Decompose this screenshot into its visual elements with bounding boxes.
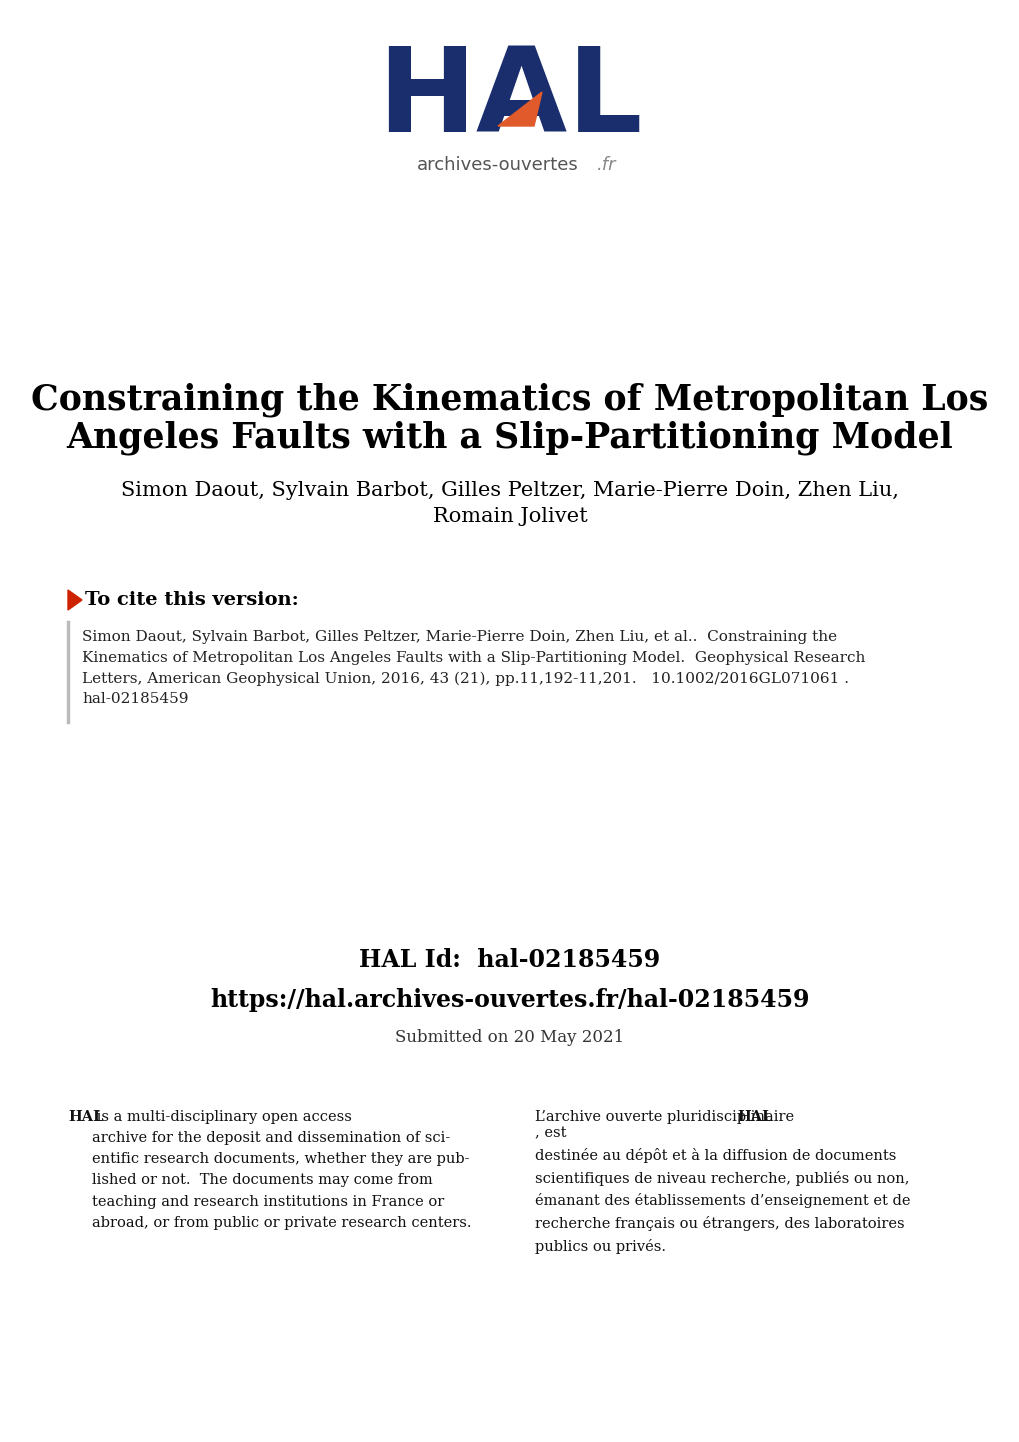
Text: HAL: HAL — [737, 1110, 771, 1123]
Text: To cite this version:: To cite this version: — [85, 591, 299, 609]
Text: Simon Daout, Sylvain Barbot, Gilles Peltzer, Marie-Pierre Doin, Zhen Liu, et al.: Simon Daout, Sylvain Barbot, Gilles Pelt… — [82, 630, 864, 707]
Text: , est
destinée au dépôt et à la diffusion de documents
scientifiques de niveau r: , est destinée au dépôt et à la diffusio… — [535, 1126, 910, 1255]
Text: Romain Jolivet: Romain Jolivet — [432, 506, 587, 525]
Polygon shape — [68, 590, 82, 610]
Polygon shape — [497, 92, 541, 125]
Text: is a multi-disciplinary open access
archive for the deposit and dissemination of: is a multi-disciplinary open access arch… — [92, 1110, 471, 1230]
Text: archives-ouvertes: archives-ouvertes — [417, 156, 579, 174]
Text: HAL: HAL — [377, 42, 642, 157]
Text: HAL: HAL — [68, 1110, 103, 1123]
Text: HAL Id:  hal-02185459: HAL Id: hal-02185459 — [359, 947, 660, 972]
Text: Constraining the Kinematics of Metropolitan Los: Constraining the Kinematics of Metropoli… — [32, 382, 987, 417]
Text: Submitted on 20 May 2021: Submitted on 20 May 2021 — [395, 1030, 624, 1047]
Text: Simon Daout, Sylvain Barbot, Gilles Peltzer, Marie-Pierre Doin, Zhen Liu,: Simon Daout, Sylvain Barbot, Gilles Pelt… — [121, 480, 898, 499]
Text: L’archive ouverte pluridisciplinaire: L’archive ouverte pluridisciplinaire — [535, 1110, 798, 1123]
Text: https://hal.archives-ouvertes.fr/hal-02185459: https://hal.archives-ouvertes.fr/hal-021… — [210, 988, 809, 1012]
Text: .fr: .fr — [597, 156, 616, 174]
Text: Angeles Faults with a Slip-Partitioning Model: Angeles Faults with a Slip-Partitioning … — [66, 421, 953, 456]
